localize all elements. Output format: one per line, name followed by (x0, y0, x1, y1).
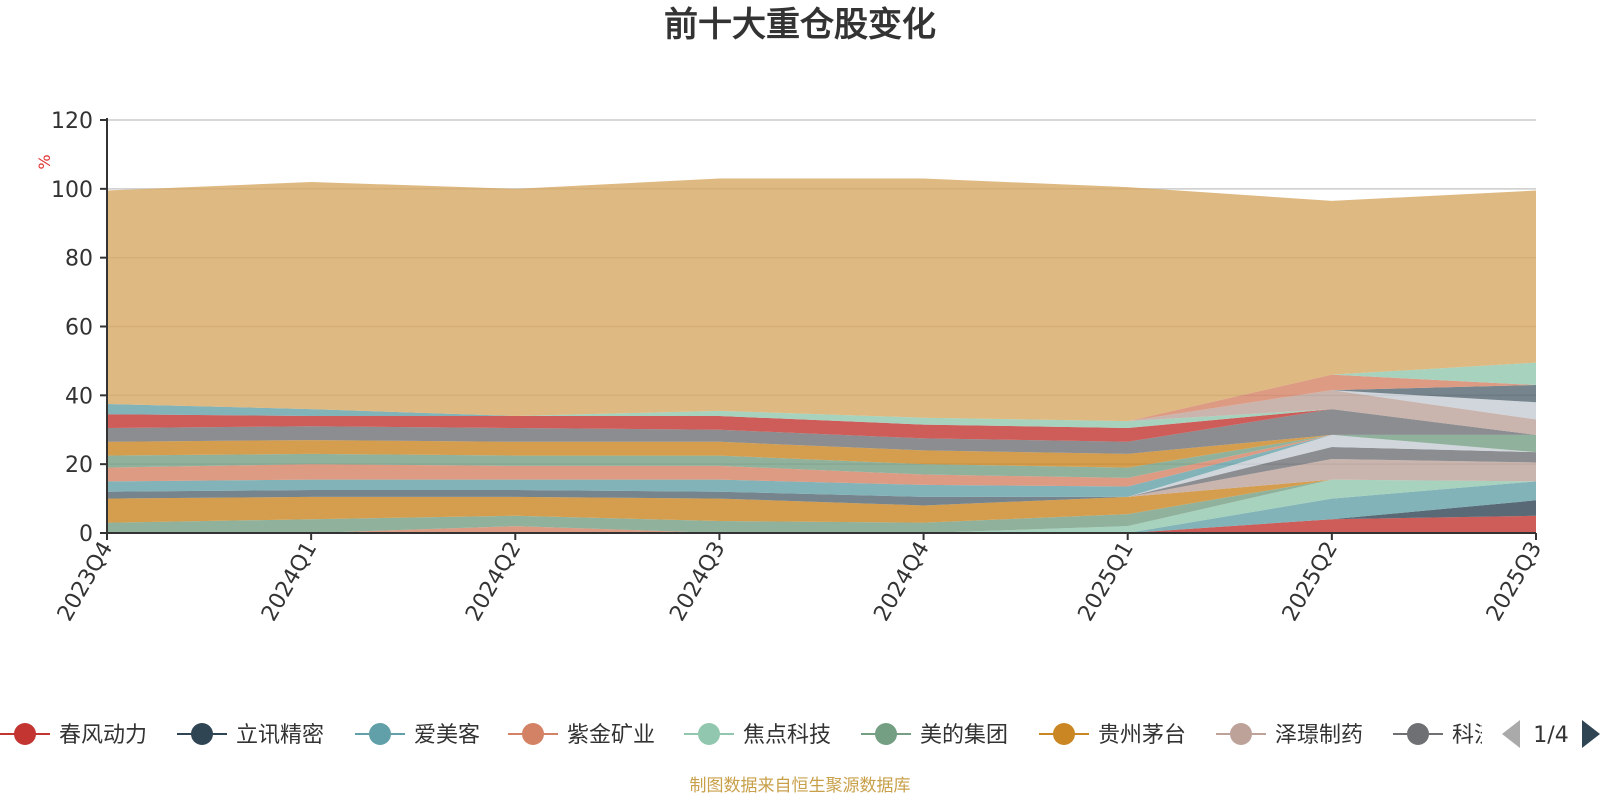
x-tick-label: 2025Q1 (1074, 538, 1139, 626)
legend-dot-icon (191, 723, 213, 745)
series-area-9 (107, 446, 1536, 506)
series-area-15 (107, 409, 1536, 454)
legend-items: 春风动力 立讯精密 爱美客 紫金矿业 焦点科技 美的集团 贵州茅台 泽璟制药 科沃斯 (0, 723, 1518, 748)
y-tick-label: 0 (79, 522, 93, 547)
legend-label: 泽璟制药 (1275, 723, 1363, 748)
legend-dot-icon (522, 723, 544, 745)
series-area-22 (107, 374, 1536, 422)
legend-item[interactable]: 春风动力 (0, 723, 147, 748)
series-area-13 (107, 434, 1536, 478)
series-area-12 (107, 434, 1536, 487)
x-tick-label: 2024Q4 (869, 538, 934, 626)
chart-title: 前十大重仓股变化 (664, 5, 936, 45)
legend-dot-icon (1053, 723, 1075, 745)
series-area-5 (107, 479, 1536, 533)
legend-item[interactable]: 爱美客 (355, 723, 480, 748)
series-area-19 (107, 390, 1536, 435)
x-tick-label: 2025Q2 (1278, 538, 1343, 626)
legend-dot-icon (698, 723, 720, 745)
legend-dot-icon (875, 723, 897, 745)
x-tick-label: 2024Q2 (461, 538, 526, 626)
series-areas (107, 178, 1536, 533)
legend-dot-icon (14, 723, 36, 745)
data-source-footer: 制图数据来自恒生聚源数据库 (689, 776, 911, 796)
y-tick-label: 120 (51, 109, 93, 134)
legend-item[interactable]: 立讯精密 (177, 723, 324, 748)
series-area-24 (107, 178, 1536, 422)
legend-label: 贵州茅台 (1098, 723, 1186, 748)
series-area-4 (107, 479, 1536, 533)
legend-dot-icon (1230, 723, 1252, 745)
legend-label: 紫金矿业 (567, 723, 655, 748)
legend-label: 春风动力 (59, 723, 147, 748)
legend-prev-page-icon[interactable] (1502, 720, 1520, 748)
series-area-8 (107, 446, 1536, 506)
legend-item[interactable]: 紫金矿业 (508, 723, 655, 748)
series-area-0 (107, 515, 1536, 533)
legend-dot-icon (1407, 723, 1429, 745)
legend-dot-icon (369, 723, 391, 745)
legend-item[interactable]: 美的集团 (861, 723, 1008, 748)
legend-label: 立讯精密 (236, 723, 324, 748)
legend-item[interactable]: 泽璟制药 (1216, 723, 1363, 748)
legend-item[interactable]: 科沃斯 (1393, 723, 1518, 748)
y-tick-label: 60 (65, 316, 93, 341)
y-tick-label: 20 (65, 453, 93, 478)
legend-next-page-icon[interactable] (1582, 720, 1600, 748)
y-tick-label: 80 (65, 247, 93, 272)
x-tick-label: 2023Q4 (53, 538, 118, 626)
series-area-7 (107, 459, 1536, 506)
y-tick-label: 40 (65, 384, 93, 409)
legend: 春风动力 立讯精密 爱美客 紫金矿业 焦点科技 美的集团 贵州茅台 泽璟制药 科沃斯 1/4 (0, 720, 1600, 748)
legend-label: 爱美客 (414, 723, 480, 748)
series-area-17 (107, 409, 1536, 435)
series-area-6 (107, 479, 1536, 523)
x-tick-label: 2024Q3 (665, 538, 730, 626)
legend-item[interactable]: 贵州茅台 (1039, 723, 1186, 748)
series-area-10 (107, 434, 1536, 497)
series-area-14 (107, 434, 1536, 468)
series-area-16 (107, 409, 1536, 442)
x-tick-label: 2024Q1 (257, 538, 322, 626)
y-axis-unit-label: % (35, 154, 54, 169)
legend-label: 美的集团 (920, 723, 1008, 748)
x-tick-label: 2025Q3 (1482, 538, 1547, 626)
legend-page-indicator: 1/4 (1533, 723, 1568, 748)
legend-label: 科沃斯 (1452, 723, 1518, 748)
legend-item[interactable]: 焦点科技 (684, 723, 831, 748)
y-tick-label: 100 (51, 178, 93, 203)
legend-label: 焦点科技 (743, 723, 831, 748)
series-area-11 (107, 434, 1536, 497)
